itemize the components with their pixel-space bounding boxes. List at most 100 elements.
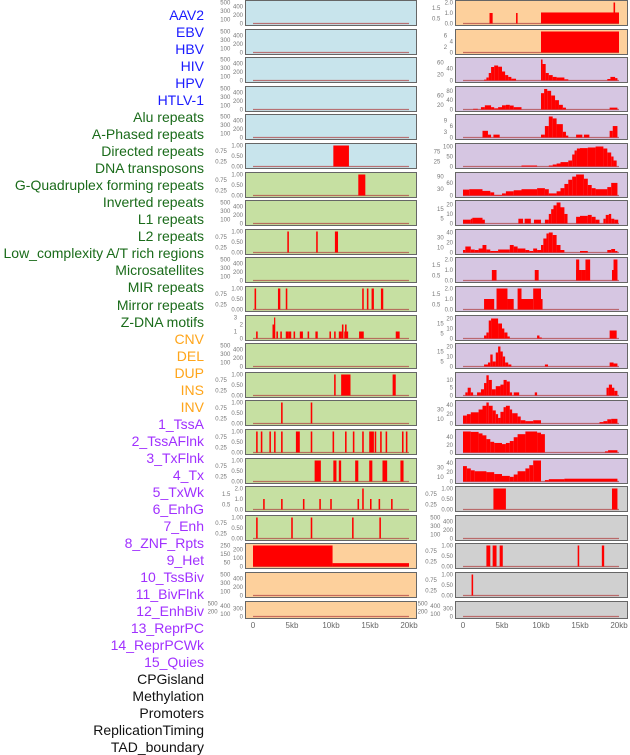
- bar: [369, 431, 374, 453]
- track-label: 8_ZNF_Rpts: [124, 534, 204, 551]
- track-label: HTLV-1: [157, 92, 204, 109]
- y-tick-label: 400: [443, 520, 454, 526]
- bar: [489, 13, 493, 24]
- bar: [542, 64, 546, 81]
- bar: [482, 190, 491, 196]
- panel-background: [245, 572, 417, 598]
- y-tick-label: 0.75: [215, 406, 227, 412]
- y-tick-label: 0.50: [231, 297, 243, 303]
- bar: [341, 374, 351, 396]
- bar: [609, 330, 617, 339]
- y-tick-label: 90: [437, 175, 444, 181]
- bar: [492, 361, 496, 367]
- y-tick-label: 0.50: [231, 383, 243, 389]
- y-tick-label: 10: [437, 417, 444, 423]
- track-panel-right: 0.00 0.25 0.50 0.75 1.00: [425, 543, 628, 571]
- bar: [611, 488, 618, 510]
- bar: [484, 79, 487, 81]
- bar: [382, 460, 388, 482]
- y-tick-label: 15: [437, 207, 444, 213]
- bar: [295, 431, 300, 453]
- bar: [545, 73, 549, 81]
- bar: [565, 135, 569, 138]
- bar: [548, 479, 565, 482]
- bar: [341, 324, 344, 339]
- bar: [607, 419, 612, 424]
- y-tick-label: 25: [434, 160, 441, 166]
- y-tick-label: 0.00: [231, 308, 243, 314]
- track-label: 6_EnhG: [152, 500, 204, 517]
- bar: [495, 386, 501, 396]
- bar: [487, 134, 492, 138]
- bar: [400, 460, 404, 482]
- bar: [502, 356, 506, 367]
- y-tick-label: 3: [234, 316, 238, 322]
- bar: [330, 499, 332, 510]
- y-tick-label: 0.00: [231, 165, 243, 171]
- track-panel-left: 0.00 0.25 0.50 0.75 1.00: [215, 515, 417, 543]
- y-tick-label: 500: [430, 516, 441, 522]
- bar: [611, 156, 614, 167]
- bar: [484, 364, 488, 367]
- y-tick-label: 1.00: [231, 287, 243, 293]
- track-panel-left: 0.00 0.25 0.50 0.75 1.00: [215, 286, 417, 314]
- bar: [470, 470, 475, 482]
- x-tick-label: 10kb: [322, 621, 340, 630]
- panel-background: [245, 286, 417, 312]
- bar: [401, 431, 404, 453]
- track-label: CNV: [174, 330, 204, 347]
- bar: [576, 148, 580, 167]
- bar: [467, 387, 471, 396]
- x-tick-label: 20kb: [400, 621, 418, 630]
- track-panel-left: 0.00 0.25 0.50 0.75 1.00: [215, 172, 417, 200]
- bar: [315, 331, 318, 339]
- bar: [551, 95, 556, 110]
- bar: [505, 75, 509, 81]
- bar: [607, 250, 612, 253]
- y-tick-label: 0: [450, 108, 454, 114]
- y-tick-label: 400: [233, 91, 244, 97]
- bar: [543, 238, 547, 253]
- bar: [470, 431, 479, 453]
- bar: [537, 335, 540, 339]
- track-panel-left: 0.00 0.25 0.50 0.75 1.00: [215, 400, 417, 428]
- bar: [281, 402, 283, 424]
- y-tick-label: 0.50: [231, 183, 243, 189]
- y-tick-label: 20: [446, 443, 453, 449]
- bar: [378, 499, 381, 510]
- y-tick-label: 400: [233, 348, 244, 354]
- bar: [504, 332, 508, 339]
- bar: [517, 248, 526, 253]
- panel-background: [245, 429, 417, 455]
- bar: [502, 475, 510, 482]
- y-tick-label: 0.25: [215, 531, 227, 537]
- bar: [517, 416, 521, 424]
- bar: [555, 100, 559, 110]
- y-tick-label: 2.0: [445, 258, 454, 264]
- y-tick-label: 300: [220, 209, 231, 215]
- bar: [513, 107, 522, 110]
- y-tick-label: 5: [450, 386, 454, 392]
- track-label: INV: [180, 398, 204, 415]
- y-tick-label: 40: [446, 67, 453, 73]
- bar: [488, 320, 492, 339]
- y-tick-label: 200: [233, 270, 244, 276]
- bar: [548, 232, 553, 253]
- bar: [509, 105, 514, 110]
- y-tick-label: 400: [233, 262, 244, 268]
- y-tick-label: 0.25: [215, 302, 227, 308]
- y-tick-label: 0.25: [215, 245, 227, 251]
- y-tick-label: 15: [437, 322, 444, 328]
- bar: [482, 435, 487, 453]
- y-tick-label: 0: [450, 615, 454, 621]
- panel-background: [245, 400, 417, 426]
- y-tick-label: 300: [233, 607, 244, 613]
- bar: [276, 331, 278, 339]
- panel-background: [245, 372, 417, 398]
- y-tick-label: 5: [440, 217, 444, 223]
- bar: [256, 517, 258, 539]
- bar: [488, 73, 492, 81]
- bar: [307, 331, 310, 339]
- y-tick-label: 2.0: [445, 287, 454, 293]
- y-tick-label: 1.0: [235, 497, 244, 503]
